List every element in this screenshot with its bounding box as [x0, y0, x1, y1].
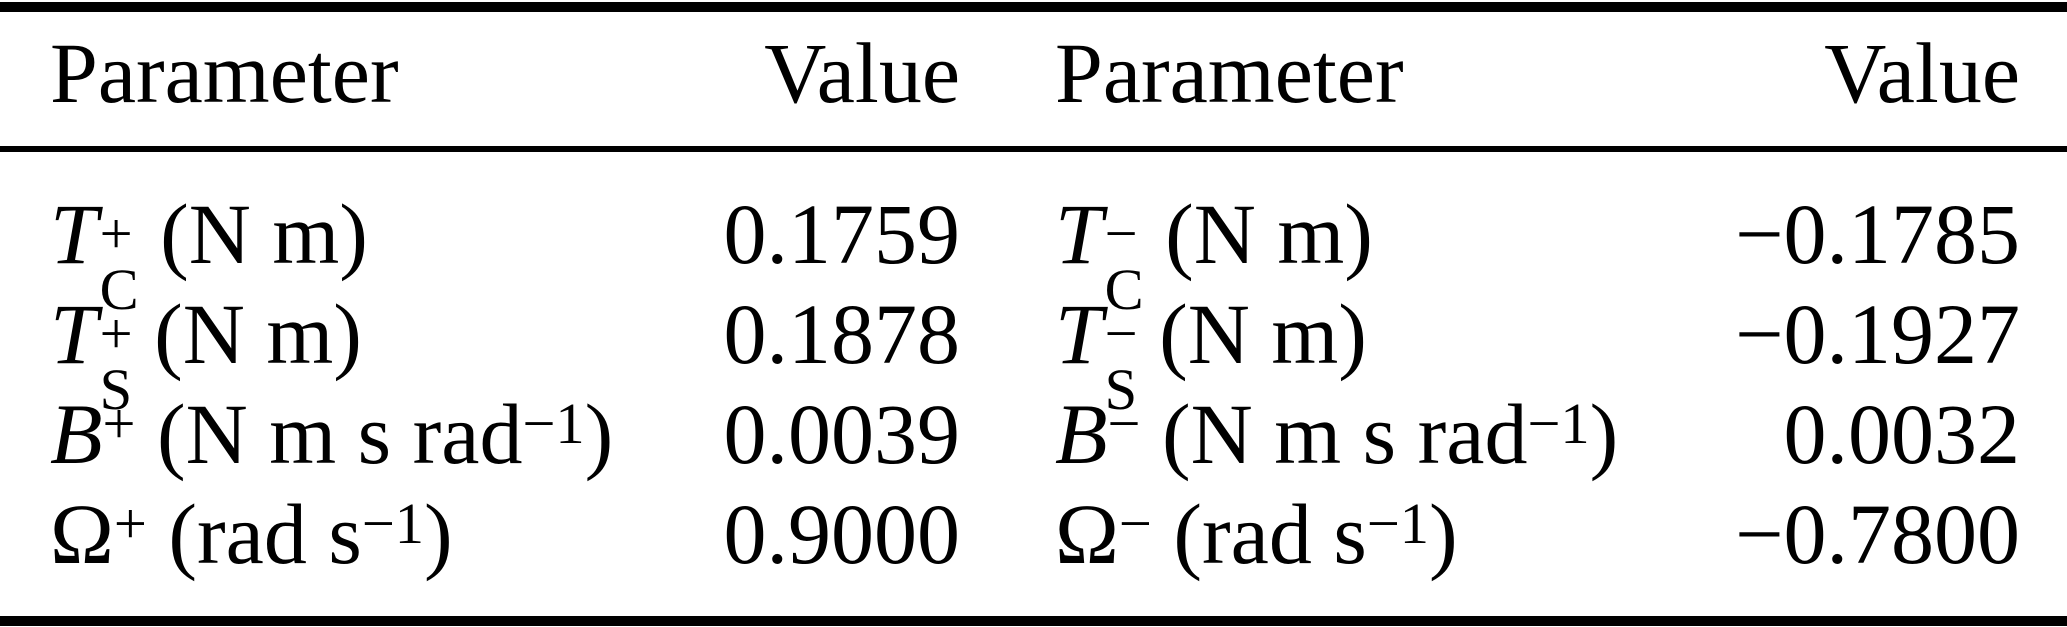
symbol: T: [50, 186, 98, 282]
units-superscript: −1: [1366, 491, 1430, 557]
subscript: S: [1104, 356, 1138, 422]
units: (N m): [160, 186, 368, 282]
units: (N m s rad−1): [157, 386, 614, 482]
header-value-right: Value: [1824, 25, 2020, 121]
superscript: +: [113, 491, 147, 557]
parameter-cell-left: B+ (N m s rad−1): [50, 384, 650, 484]
value-cell-right: −0.7800: [1734, 486, 2020, 582]
subscript: S: [99, 356, 133, 422]
superscript: −: [1104, 301, 1138, 367]
table-body: T + C (N m) 0.1759 T − C (N m) −0.1785 T + S (N m)…: [50, 152, 2020, 616]
table-bottom-rule: [0, 616, 2067, 626]
parameter-cell-right: Ω− (rad s−1): [1055, 484, 1670, 584]
units: (N m): [1165, 186, 1373, 282]
value-cell-left: 0.1759: [723, 186, 961, 282]
superscript: −: [1104, 201, 1138, 267]
value-cell-right: −0.1927: [1734, 286, 2020, 382]
value-cell-left: 0.0039: [723, 386, 961, 482]
symbol: T: [1055, 286, 1103, 382]
superscript: +: [102, 391, 136, 457]
units-superscript: −1: [361, 491, 425, 557]
symbol: Ω: [1055, 486, 1119, 582]
sub-sup-stack: + C: [99, 201, 139, 322]
symbol: B: [1055, 386, 1108, 482]
subscript: C: [1104, 256, 1144, 322]
symbol: Ω: [50, 486, 114, 582]
subscript: C: [99, 256, 139, 322]
value-cell-right: 0.0032: [1783, 386, 2021, 482]
value-cell-right: −0.1785: [1734, 186, 2020, 282]
units: (N m): [154, 286, 362, 382]
table-header-row: Parameter Value Parameter Value: [50, 12, 2020, 146]
units: (rad s−1): [1173, 486, 1458, 582]
parameter-cell-right: T − S (N m): [1055, 284, 1670, 427]
table-row: T + S (N m) 0.1878 T − S (N m) −0.1927: [50, 284, 2020, 418]
header-parameter-right: Parameter: [1055, 25, 1404, 121]
column-gap: [960, 384, 1055, 484]
units-superscript: −1: [522, 391, 585, 457]
superscript: +: [99, 301, 133, 367]
table-header-rule: [0, 146, 2067, 152]
sub-sup-stack: − S: [1104, 301, 1138, 422]
parameter-cell-right: B− (N m s rad−1): [1055, 384, 1670, 484]
symbol: T: [50, 286, 98, 382]
units: (rad s−1): [168, 486, 453, 582]
superscript: +: [99, 201, 133, 267]
table-top-rule: [0, 2, 2067, 12]
parameter-cell-left: T + S (N m): [50, 284, 650, 427]
units-superscript: −1: [1527, 391, 1590, 457]
parameter-cell-left: Ω+ (rad s−1): [50, 484, 650, 584]
units: (N m): [1159, 286, 1367, 382]
value-cell-left: 0.9000: [723, 486, 961, 582]
header-parameter-left: Parameter: [50, 25, 399, 121]
sub-sup-stack: + S: [99, 301, 133, 422]
table-row: B+ (N m s rad−1) 0.0039 B− (N m s rad−1) 0.…: [50, 384, 2020, 484]
units: (N m s rad−1): [1162, 386, 1619, 482]
parameter-cell-left: T + C (N m): [50, 184, 650, 327]
value-cell-left: 0.1878: [723, 286, 961, 382]
column-gap: [960, 484, 1055, 584]
symbol: T: [1055, 186, 1103, 282]
superscript: −: [1118, 491, 1152, 557]
symbol: B: [50, 386, 103, 482]
superscript: −: [1107, 391, 1141, 457]
header-value-left: Value: [764, 25, 960, 121]
parameter-cell-right: T − C (N m): [1055, 184, 1670, 327]
table-row: Ω+ (rad s−1) 0.9000 Ω− (rad s−1) −0.7800: [50, 484, 2020, 584]
sub-sup-stack: − C: [1104, 201, 1144, 322]
table-row: T + C (N m) 0.1759 T − C (N m) −0.1785: [50, 184, 2020, 318]
